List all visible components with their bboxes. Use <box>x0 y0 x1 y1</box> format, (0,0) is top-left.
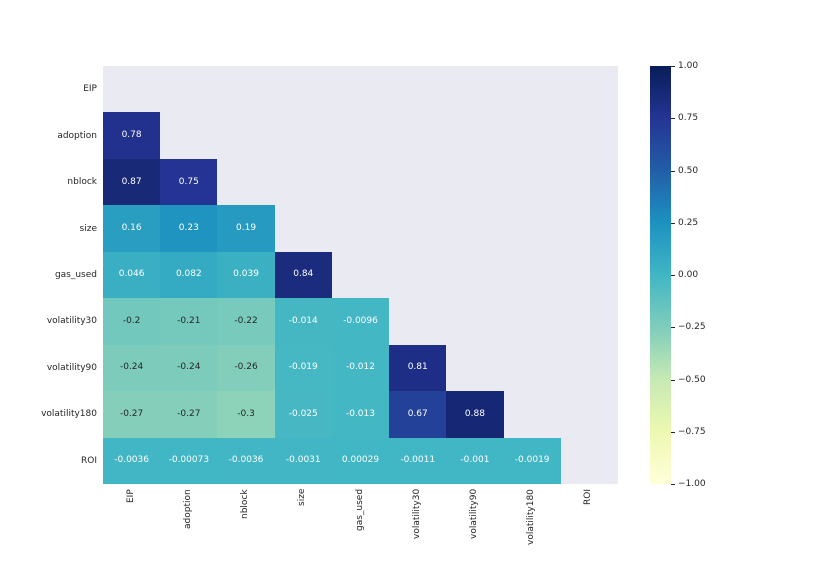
heatmap-cell: 0.039 <box>217 251 275 299</box>
heatmap-cell: -0.24 <box>160 344 218 392</box>
heatmap-cell: -0.0096 <box>331 298 390 345</box>
heatmap-cell: 0.00029 <box>331 437 390 484</box>
x-tick-label: volatility30 <box>411 489 422 540</box>
colorbar-tick-label: 0.00 <box>678 270 699 280</box>
y-tick-label: gas_used <box>54 270 97 280</box>
heatmap-cell: -0.012 <box>331 344 390 392</box>
heatmap-cell: 0.88 <box>446 391 504 438</box>
heatmap-cell: -0.2 <box>103 298 161 345</box>
x-tick-label: size <box>297 489 308 507</box>
heatmap-cell: -0.0019 <box>503 437 561 484</box>
heatmap-cell: 0.082 <box>160 251 218 299</box>
heatmap-cell: -0.013 <box>331 391 390 438</box>
colorbar-tick-label: −0.50 <box>678 374 706 385</box>
heatmap-cell: 0.19 <box>217 205 275 252</box>
heatmap-cell: -0.0031 <box>274 437 332 484</box>
heatmap-cell: 0.23 <box>160 205 218 252</box>
heatmap-cell: 0.87 <box>103 158 161 206</box>
heatmap-cell: 0.81 <box>389 344 447 392</box>
heatmap-plot-area: 0.78 0.87 0.75 0.16 0.23 0.19 0.046 0.082 0.039 0… <box>103 66 618 484</box>
heatmap-cell: -0.014 <box>274 298 332 345</box>
colorbar-tick-label: 0.50 <box>678 165 699 176</box>
heatmap-cell: 0.75 <box>160 158 218 206</box>
colorbar-tick-label: −0.75 <box>678 426 706 437</box>
heatmap-cell: -0.24 <box>103 344 161 392</box>
x-tick-label: ROI <box>583 489 594 505</box>
heatmap-cell: -0.0011 <box>389 437 447 484</box>
colorbar <box>650 66 671 484</box>
y-tick-label: size <box>79 223 97 234</box>
colorbar-tick-label: 1.00 <box>678 61 699 71</box>
y-tick-label: EIP <box>83 84 97 95</box>
heatmap-cell: -0.3 <box>217 391 275 438</box>
colorbar-tick-mark <box>671 379 675 381</box>
colorbar-tick-label: 0.25 <box>678 217 699 228</box>
heatmap-cell: -0.025 <box>274 391 332 438</box>
y-tick-label: nblock <box>67 177 97 188</box>
heatmap-cell: -0.21 <box>160 298 218 345</box>
heatmap-cell: -0.27 <box>103 391 161 438</box>
heatmap-cell: 0.16 <box>103 205 161 252</box>
x-tick-label: EIP <box>125 489 136 503</box>
colorbar-tick-label: 0.75 <box>678 113 699 124</box>
colorbar-tick-mark <box>671 222 675 224</box>
y-tick-label: volatility90 <box>46 362 97 373</box>
colorbar-tick-mark <box>671 431 675 433</box>
x-tick-label: adoption <box>182 489 193 529</box>
x-tick-label: gas_used <box>354 489 365 532</box>
heatmap-cell: 0.84 <box>274 251 332 299</box>
heatmap-cell: -0.0036 <box>103 437 161 484</box>
x-tick-label: nblock <box>240 489 251 519</box>
heatmap-cell: -0.22 <box>217 298 275 345</box>
colorbar-tick-label: −1.00 <box>678 479 706 489</box>
colorbar-tick-mark <box>671 275 675 276</box>
heatmap-cell: -0.019 <box>274 344 332 392</box>
colorbar-tick-mark <box>671 66 675 67</box>
x-tick-label: volatility180 <box>526 489 537 545</box>
heatmap-cell: -0.26 <box>217 344 275 392</box>
heatmap-cell: 0.67 <box>389 391 447 438</box>
y-tick-label: adoption <box>57 130 97 141</box>
heatmap-cell: -0.27 <box>160 391 218 438</box>
y-tick-label: volatility180 <box>41 409 97 420</box>
colorbar-tick-mark <box>671 327 675 329</box>
colorbar-tick-mark <box>671 484 675 485</box>
heatmap-cell: -0.0036 <box>217 437 275 484</box>
colorbar-tick-mark <box>671 170 675 172</box>
x-tick-label: volatility90 <box>468 489 479 540</box>
colorbar-tick-label: −0.25 <box>678 322 706 333</box>
heatmap-cell: 0.046 <box>103 251 161 299</box>
y-tick-label: ROI <box>81 455 97 466</box>
heatmap-cell: 0.78 <box>103 112 161 159</box>
y-tick-label: volatility30 <box>46 316 97 327</box>
colorbar-tick-mark <box>671 118 675 120</box>
heatmap-cell: -0.00073 <box>160 437 218 484</box>
heatmap-cell: -0.001 <box>446 437 504 484</box>
